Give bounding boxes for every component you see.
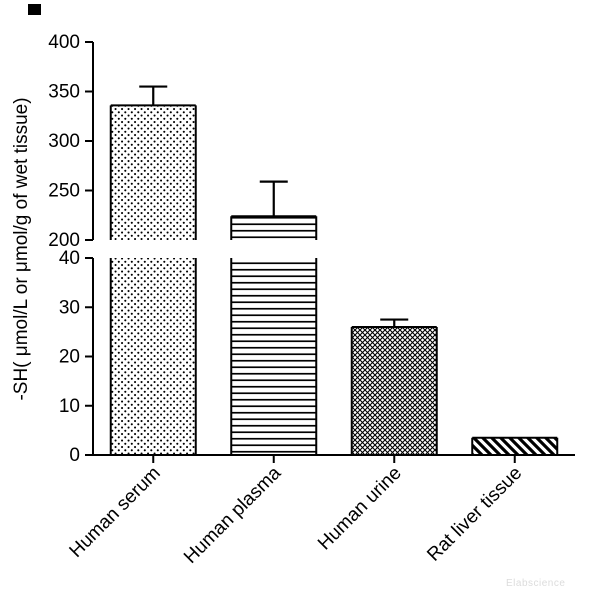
x-tick-label-human-plasma: Human plasma: [180, 462, 286, 568]
bar-lower-segment: [110, 258, 196, 455]
error-bar-human-plasma: [259, 180, 288, 217]
x-tick-label-human-serum: Human serum: [66, 463, 165, 562]
y-tick-label: 10: [59, 396, 80, 417]
bar-segment: [472, 437, 558, 455]
error-bar-human-urine: [380, 318, 409, 327]
corner-artifact: [28, 4, 41, 15]
y-tick-label: 200: [48, 230, 80, 251]
y-tick-label: 20: [59, 347, 80, 368]
bar-upper-segment: [231, 216, 317, 240]
x-tick-label-rat-liver-tissue: Rat liver tissue: [423, 463, 526, 566]
bar-upper-segment: [110, 105, 196, 240]
y-tick-label: 350: [48, 82, 80, 103]
error-bar-human-serum: [139, 85, 168, 106]
bar-human-serum: [109, 85, 197, 455]
watermark: Elabscience: [506, 578, 566, 589]
bar-lower-segment: [231, 258, 317, 455]
y-tick-label: 40: [59, 248, 80, 269]
y-tick-label: 0: [69, 445, 80, 466]
y-tick-label: 400: [48, 32, 80, 53]
y-axis-lower-segment: 0 10 20 30 40: [59, 248, 94, 466]
bar-human-plasma: [230, 180, 318, 455]
y-axis-title: -SH( μmol/L or μmol/g of wet tissue): [11, 97, 32, 400]
x-tick-label-human-urine: Human urine: [314, 463, 406, 555]
y-tick-label: 250: [48, 181, 80, 202]
y-tick-label: 300: [48, 131, 80, 152]
y-tick-label: 30: [59, 297, 80, 318]
bar-segment: [351, 326, 437, 455]
y-axis-upper-segment: 200 250 300 350 400: [48, 32, 94, 251]
x-axis: Human serum Human plasma Human urine Rat li…: [66, 454, 575, 568]
bar-rat-liver-tissue: [471, 436, 559, 455]
bar-human-urine: [350, 318, 438, 455]
